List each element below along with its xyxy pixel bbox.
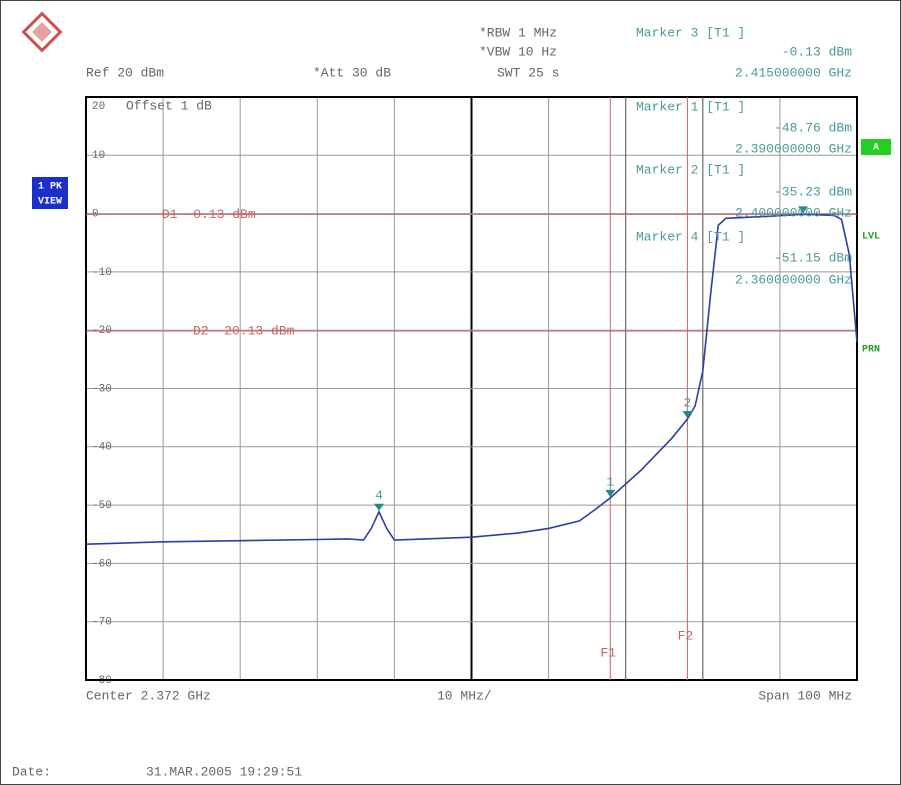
view: VIEW <box>38 197 62 208</box>
plot-border <box>85 96 858 681</box>
marker-value: -0.13 dBm <box>782 44 852 59</box>
center: Center 2.372 GHz <box>86 688 211 703</box>
mode-box <box>32 177 68 209</box>
y-tick-label: 20 <box>92 101 105 113</box>
display-label: D1 -0.13 dBm <box>162 207 256 222</box>
marker-frequency: 2.400000000 GHz <box>735 205 852 220</box>
y-tick-label: -70 <box>92 617 112 629</box>
marker-tag: 2 <box>683 395 691 410</box>
offset: Offset 1 dB <box>126 98 212 113</box>
marker <box>798 206 809 214</box>
trace-box <box>861 139 891 155</box>
marker-frequency: 2.390000000 GHz <box>735 141 852 156</box>
marker-name: Marker 1 [T1 ] <box>636 99 745 114</box>
marker <box>605 489 616 497</box>
mode: 1 PK <box>38 182 62 193</box>
date: 31.MAR.2005 19:29:51 <box>146 764 302 779</box>
div: 10 MHz/ <box>437 688 492 703</box>
y-tick-label: -60 <box>92 558 112 570</box>
marker-frequency: 2.415000000 GHz <box>735 65 852 80</box>
marker <box>682 410 693 418</box>
y-tick-label: -40 <box>92 442 112 454</box>
span: Span 100 MHz <box>758 688 852 703</box>
print-label: PRN <box>862 345 880 356</box>
y-tick-label: -50 <box>92 500 112 512</box>
date-label: Date: <box>12 764 51 779</box>
y-tick-label: 10 <box>92 150 105 162</box>
trace-label: A <box>873 143 879 154</box>
swt: SWT 25 s <box>497 65 559 80</box>
vbw: *VBW 10 Hz <box>479 44 557 59</box>
y-tick-label: -30 <box>92 383 112 395</box>
marker-name: Marker 4 [T1 ] <box>636 229 745 244</box>
marker-value: -48.76 dBm <box>774 120 852 135</box>
trace <box>85 213 858 545</box>
marker-value: -51.15 dBm <box>774 250 852 265</box>
y-tick-label: -10 <box>92 267 112 279</box>
frequency-label: F2 <box>678 628 694 643</box>
display-label: D2 -20.13 dBm <box>193 323 295 338</box>
ref: Ref 20 dBm <box>86 65 164 80</box>
marker-name: Marker 2 [T1 ] <box>636 162 745 177</box>
marker-value: -35.23 dBm <box>774 184 852 199</box>
marker-frequency: 2.360000000 GHz <box>735 272 852 287</box>
marker <box>373 503 384 511</box>
att: *Att 30 dB <box>313 65 391 80</box>
marker-tag: 4 <box>375 488 383 503</box>
marker-name: Marker 3 [T1 ] <box>636 25 745 40</box>
rbw: *RBW 1 MHz <box>479 25 557 40</box>
marker-tag: 1 <box>606 474 614 489</box>
frequency-label: F1 <box>600 645 616 660</box>
logo <box>21 11 63 53</box>
level-label: LVL <box>862 232 880 243</box>
